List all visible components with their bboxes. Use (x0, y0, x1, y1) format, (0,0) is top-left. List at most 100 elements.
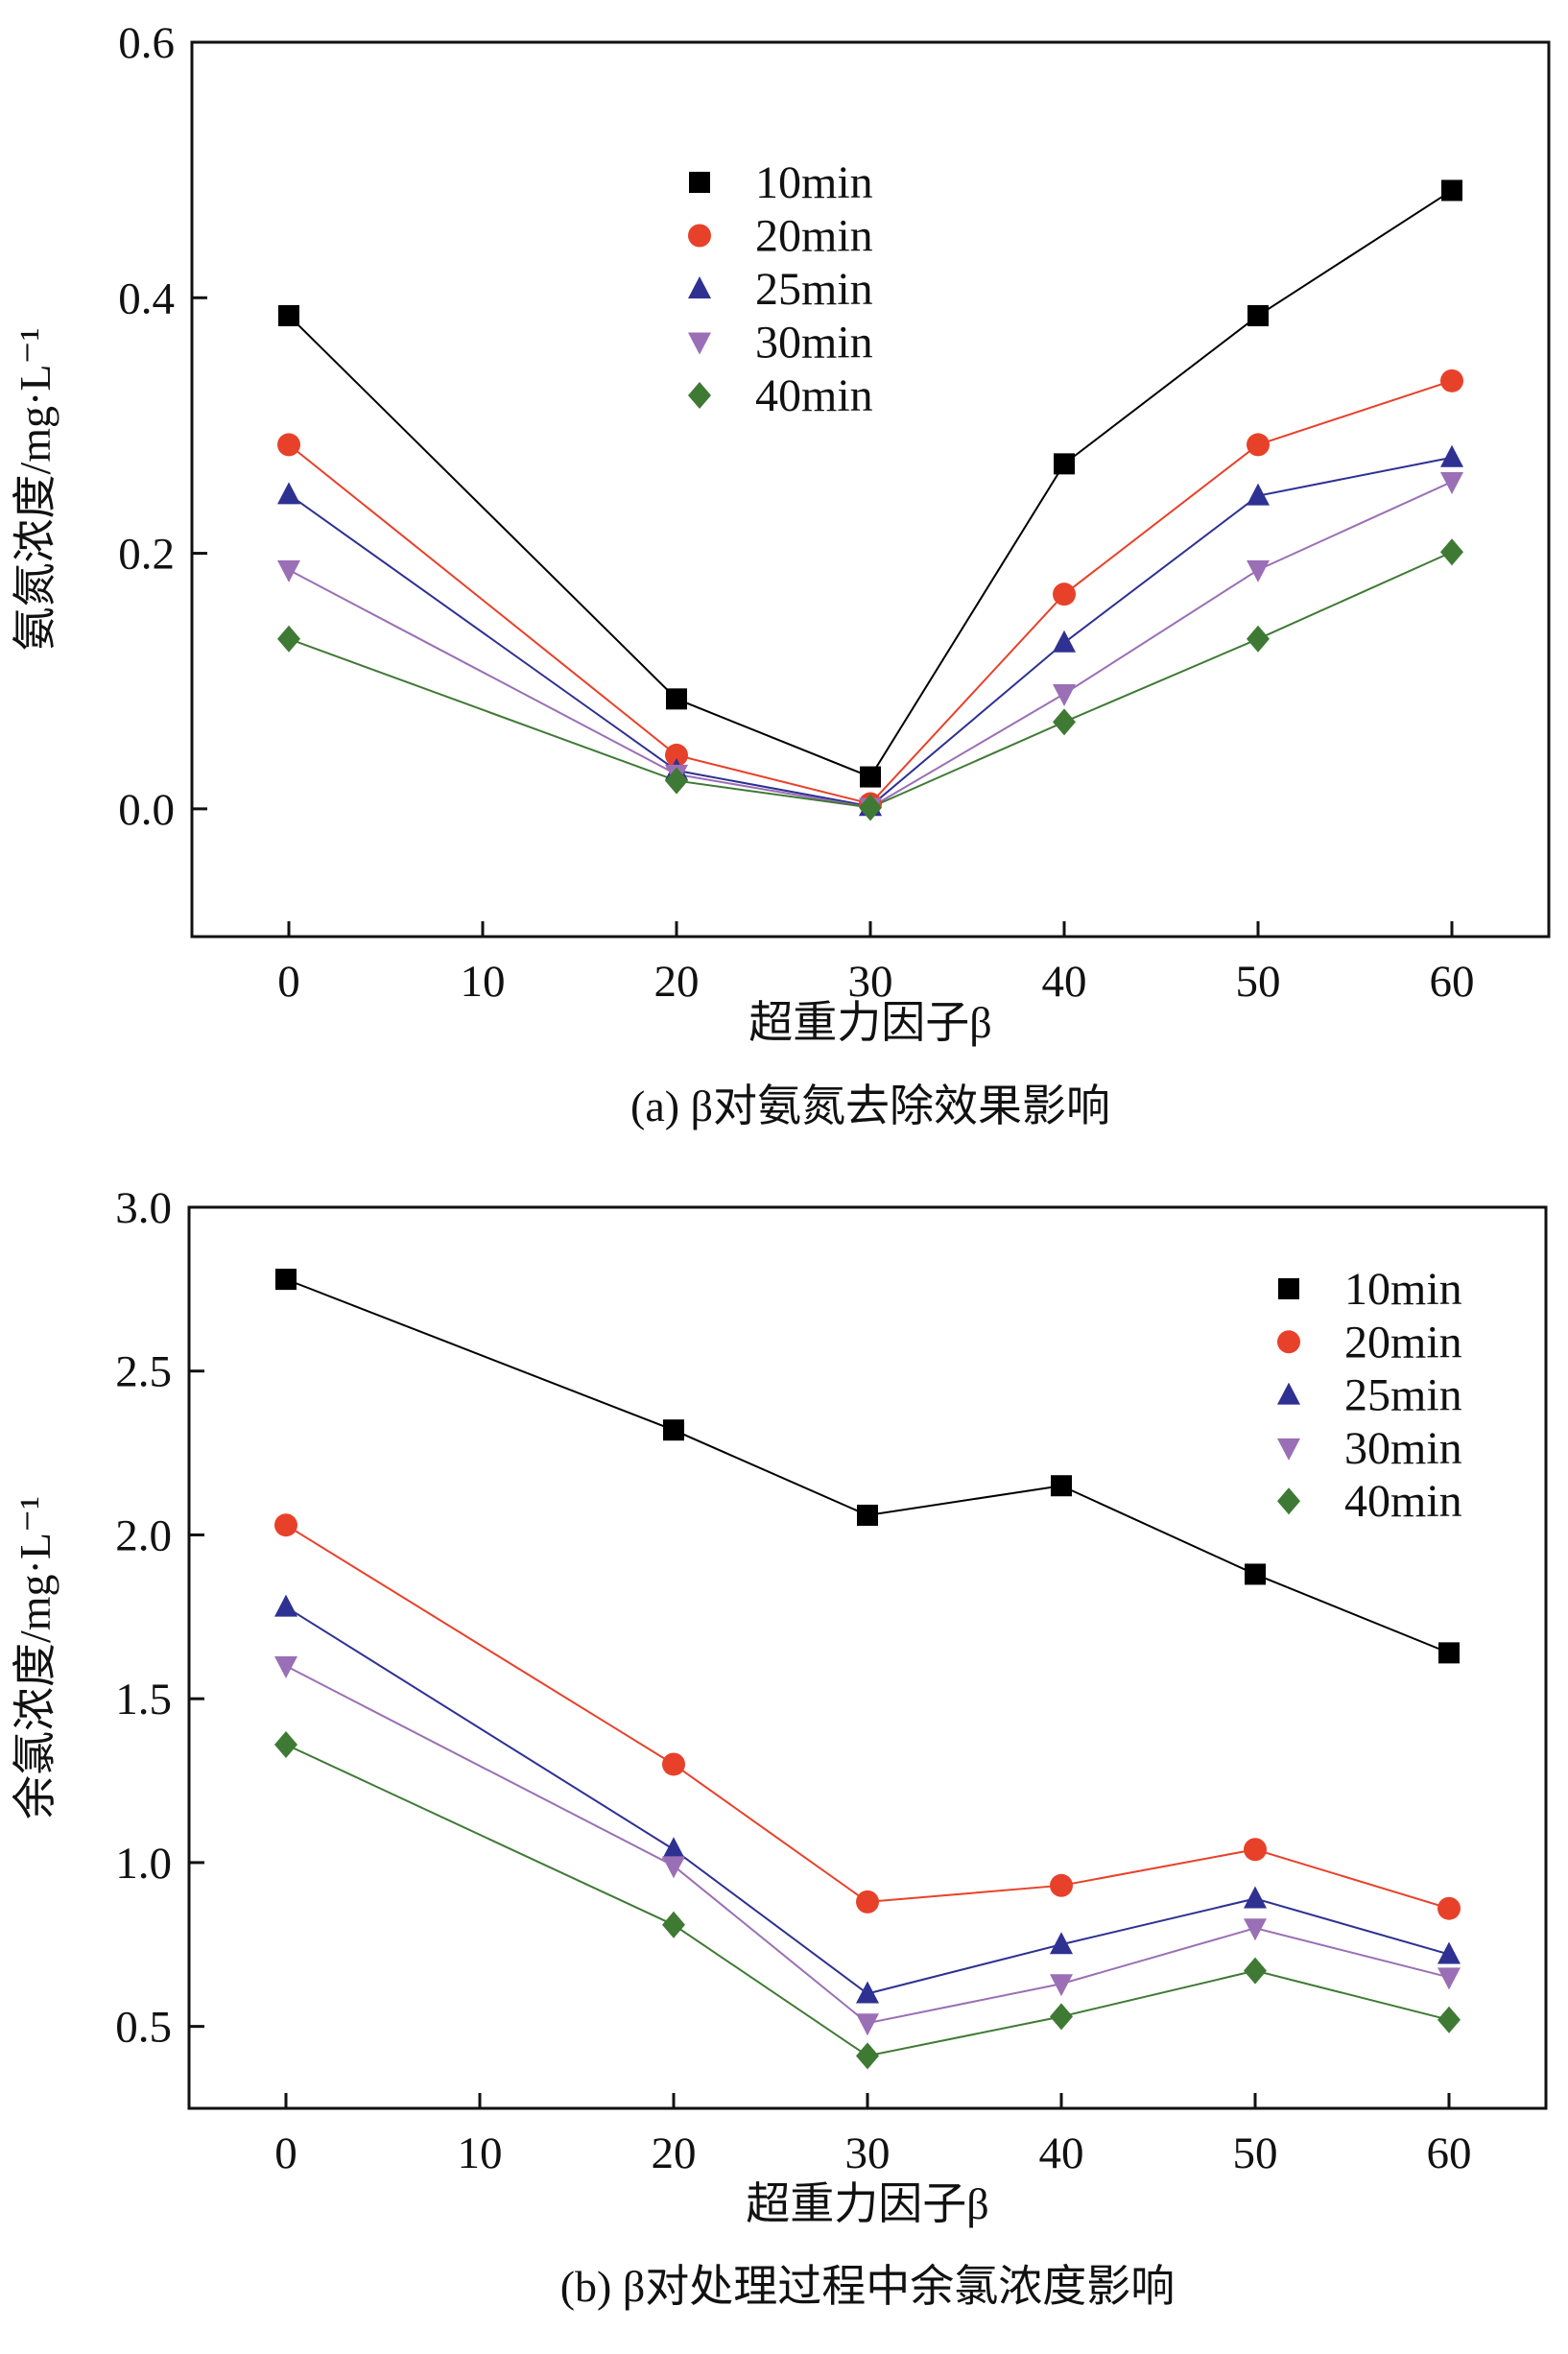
data-point-40min (274, 1730, 297, 1758)
chart-caption: (a) β对氨氮去除效果影响 (630, 1082, 1110, 1130)
data-point-40min (1437, 2006, 1461, 2033)
data-point-10min (857, 1504, 878, 1526)
chart-caption: (b) β对处理过程中余氯浓度影响 (560, 2262, 1176, 2311)
data-point-25min (856, 1981, 879, 2004)
data-point-30min (1440, 472, 1463, 495)
x-tick-label: 50 (1236, 957, 1281, 1007)
data-point-20min (662, 1752, 685, 1776)
x-tick-label: 60 (1430, 957, 1475, 1007)
data-point-10min (1051, 1475, 1072, 1497)
series-line-40min (288, 551, 1453, 809)
series-line-25min (288, 456, 1453, 808)
series-line-10min (288, 189, 1453, 778)
data-point-30min (1247, 559, 1270, 583)
x-tick-label: 0 (277, 957, 300, 1007)
y-tick-label: 0.5 (115, 2003, 172, 2053)
legend-label: 25min (1344, 1370, 1462, 1421)
x-tick-label: 10 (461, 957, 506, 1007)
y-tick-label: 2.0 (115, 1510, 172, 1560)
data-point-25min (274, 1594, 297, 1617)
data-point-25min (1440, 444, 1463, 467)
y-tick-label: 1.0 (115, 1839, 172, 1889)
data-point-40min (1050, 2003, 1073, 2031)
data-point-30min (1437, 1967, 1461, 1990)
data-point-20min (1053, 583, 1076, 606)
data-point-25min (1050, 1932, 1073, 1955)
data-point-30min (1050, 1974, 1073, 1997)
plot-frame (187, 1205, 1548, 2110)
legend-marker-30min (1277, 1438, 1300, 1461)
y-tick-label: 3.0 (115, 1183, 172, 1233)
y-axis-label: 余氯浓度/mg·L⁻¹ (11, 1496, 59, 1819)
legend-marker-25min (1277, 1382, 1300, 1405)
data-point-20min (1050, 1873, 1073, 1897)
data-point-25min (277, 482, 300, 505)
x-tick-label: 10 (458, 2128, 503, 2178)
y-tick-label: 0.0 (118, 785, 175, 835)
data-point-25min (1053, 630, 1076, 653)
legend-marker-40min (688, 382, 711, 409)
x-axis-label: 超重力因子β (748, 998, 991, 1047)
y-tick-label: 0.4 (118, 273, 175, 323)
data-point-25min (662, 1837, 685, 1860)
legend-marker-10min (1278, 1278, 1299, 1299)
data-point-30min (1244, 1918, 1267, 1941)
data-point-20min (1440, 369, 1463, 392)
data-point-20min (1244, 1838, 1267, 1862)
data-point-20min (665, 743, 688, 767)
legend-label: 40min (755, 370, 873, 421)
data-point-40min (665, 767, 688, 795)
data-point-10min (1441, 179, 1462, 202)
y-tick-label: 0.6 (118, 18, 175, 68)
y-tick-label: 1.5 (115, 1675, 172, 1724)
data-point-40min (1244, 1957, 1267, 1985)
data-point-10min (1438, 1642, 1460, 1664)
data-point-30min (274, 1656, 297, 1679)
legend-label: 40min (1344, 1476, 1462, 1527)
x-tick-label: 30 (848, 957, 893, 1007)
data-point-20min (1247, 433, 1270, 457)
data-point-20min (277, 433, 300, 457)
data-point-20min (1437, 1896, 1461, 1920)
series-line-25min (285, 1605, 1450, 1995)
x-tick-label: 50 (1233, 2128, 1278, 2178)
data-point-40min (662, 1911, 685, 1938)
data-point-40min (1247, 625, 1270, 653)
legend-marker-10min (689, 172, 710, 193)
x-tick-label: 40 (1039, 2128, 1084, 2178)
legend-marker-30min (688, 332, 711, 355)
data-point-40min (1440, 538, 1463, 566)
x-axis-label: 超重力因子β (746, 2179, 988, 2228)
data-point-30min (1053, 684, 1076, 707)
legend-marker-20min (688, 224, 711, 248)
legend-label: 20min (755, 211, 873, 262)
data-point-40min (277, 625, 300, 653)
legend-marker-25min (688, 276, 711, 298)
data-point-40min (856, 2042, 879, 2070)
x-tick-label: 40 (1042, 957, 1087, 1007)
y-axis-label: 氨氮浓度/mg·L⁻¹ (11, 327, 59, 651)
legend-marker-20min (1277, 1330, 1300, 1354)
x-tick-label: 60 (1427, 2128, 1472, 2178)
data-point-10min (663, 1419, 684, 1441)
legend-label: 30min (755, 318, 873, 369)
chart-b: 0 10 20 30 40 50 60 0.5 1.0 1.5 2.0 2.5 3.0 超重力因子β 余氯浓… (11, 1183, 1548, 2311)
data-point-40min (859, 794, 882, 821)
x-tick-label: 0 (274, 2128, 297, 2178)
data-point-25min (1247, 483, 1270, 506)
data-point-25min (1437, 1941, 1461, 1964)
data-point-30min (277, 559, 300, 583)
data-point-10min (860, 766, 881, 788)
data-point-30min (856, 2013, 879, 2036)
data-point-20min (274, 1513, 297, 1537)
series-line-20min (288, 379, 1453, 805)
legend-label: 10min (1344, 1264, 1462, 1315)
data-point-25min (1244, 1886, 1267, 1909)
legend-label: 10min (755, 157, 873, 208)
data-point-10min (1245, 1563, 1266, 1585)
data-point-10min (1054, 453, 1075, 475)
series-line-30min (288, 481, 1453, 809)
data-point-10min (275, 1269, 297, 1291)
data-point-10min (278, 304, 299, 326)
